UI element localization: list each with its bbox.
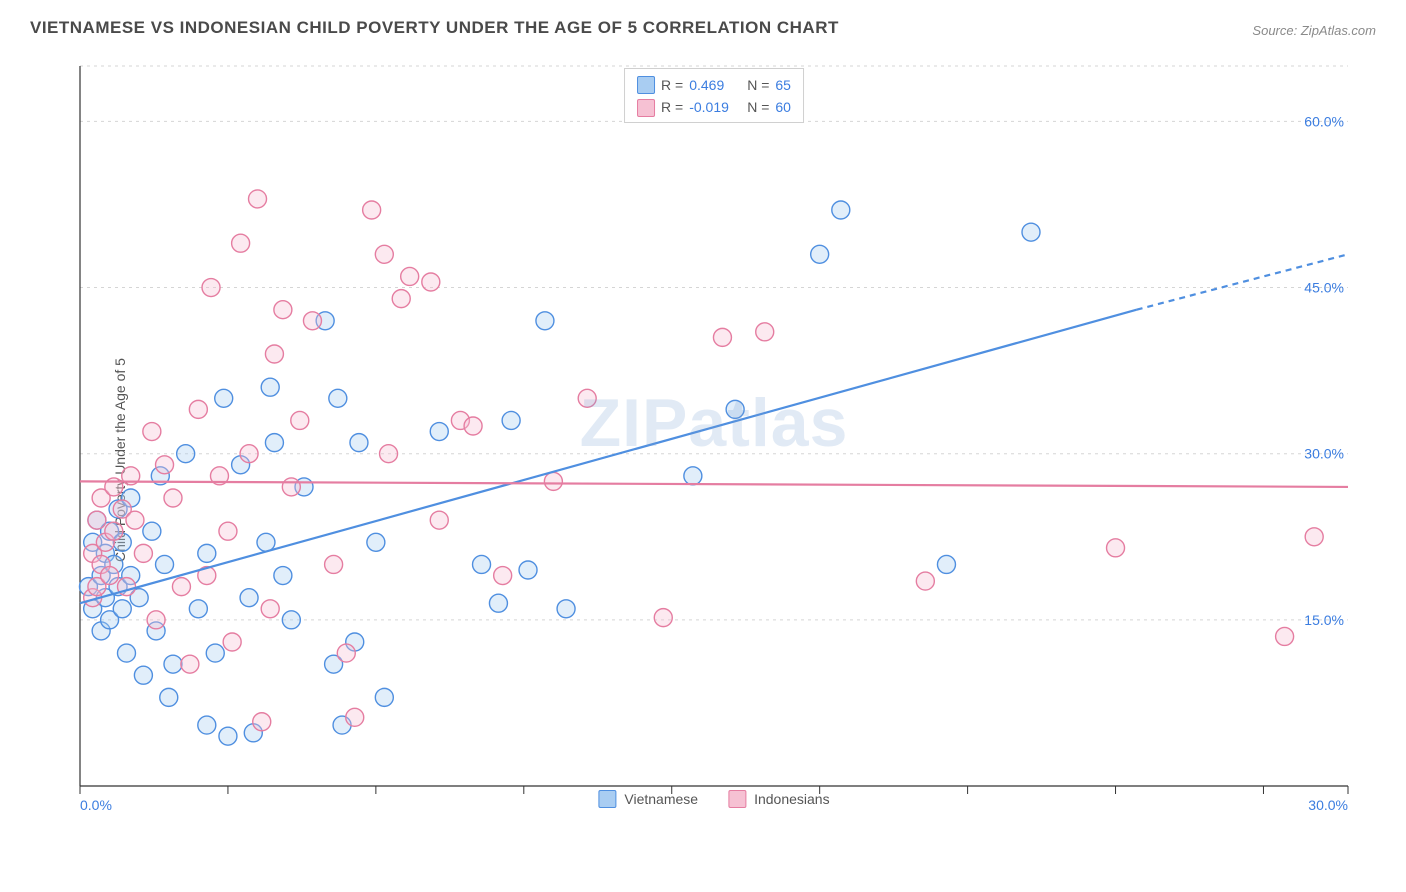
legend-label-vietnamese: Vietnamese <box>624 791 698 807</box>
swatch-vietnamese <box>637 76 655 94</box>
r-value-indonesians: -0.019 <box>689 96 741 118</box>
n-value-vietnamese: 65 <box>775 74 791 96</box>
legend-label-indonesians: Indonesians <box>754 791 830 807</box>
source-value: ZipAtlas.com <box>1301 23 1376 38</box>
swatch-indonesians <box>637 99 655 117</box>
svg-text:30.0%: 30.0% <box>1308 797 1348 813</box>
svg-text:45.0%: 45.0% <box>1304 280 1344 296</box>
chart-container: Child Poverty Under the Age of 5 R = 0.4… <box>28 50 1378 870</box>
r-label: R = <box>661 74 683 96</box>
svg-text:15.0%: 15.0% <box>1304 612 1344 628</box>
scatter-chart: 15.0% 30.0% 45.0% 60.0% 0.0% 30.0% <box>64 58 1364 818</box>
chart-source: Source: ZipAtlas.com <box>1252 23 1376 38</box>
n-label: N = <box>747 96 769 118</box>
stats-row-vietnamese: R = 0.469 N = 65 <box>637 74 791 96</box>
legend-item-indonesians: Indonesians <box>728 790 830 808</box>
source-label: Source: <box>1252 23 1297 38</box>
swatch-indonesians <box>728 790 746 808</box>
plot-area: R = 0.469 N = 65 R = -0.019 N = 60 ZIPat… <box>64 58 1364 818</box>
swatch-vietnamese <box>598 790 616 808</box>
series-legend: Vietnamese Indonesians <box>598 790 829 808</box>
n-value-indonesians: 60 <box>775 96 791 118</box>
r-label: R = <box>661 96 683 118</box>
stats-row-indonesians: R = -0.019 N = 60 <box>637 96 791 118</box>
n-label: N = <box>747 74 769 96</box>
svg-text:60.0%: 60.0% <box>1304 113 1344 129</box>
legend-item-vietnamese: Vietnamese <box>598 790 698 808</box>
r-value-vietnamese: 0.469 <box>689 74 741 96</box>
svg-text:0.0%: 0.0% <box>80 797 112 813</box>
svg-text:30.0%: 30.0% <box>1304 446 1344 462</box>
stats-legend: R = 0.469 N = 65 R = -0.019 N = 60 <box>624 68 804 123</box>
chart-title: VIETNAMESE VS INDONESIAN CHILD POVERTY U… <box>30 18 839 38</box>
chart-header: VIETNAMESE VS INDONESIAN CHILD POVERTY U… <box>0 0 1406 44</box>
